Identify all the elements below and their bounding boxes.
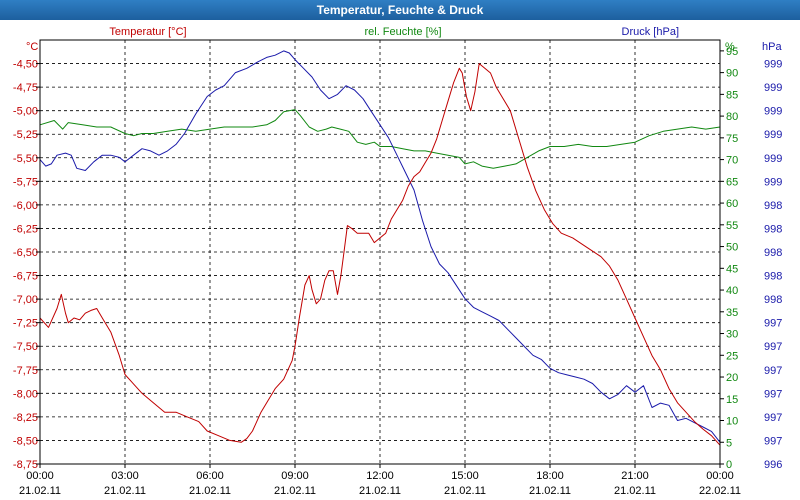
temperature-unit: °C <box>26 41 38 53</box>
humidity-tick-label: 40 <box>726 285 738 297</box>
series-line-pressure <box>39 50 721 443</box>
humidity-tick-label: 50 <box>726 242 738 254</box>
pressure-tick-label: 998 <box>764 200 782 212</box>
pressure-tick-label: 999 <box>764 129 782 141</box>
series-line-temperature <box>39 63 721 446</box>
humidity-tick-label: 85 <box>726 89 738 101</box>
humidity-tick-label: 75 <box>726 133 738 145</box>
date-tick-label: 21.02.11 <box>189 485 231 497</box>
pressure-tick-label: 997 <box>764 341 782 353</box>
pressure-tick-label: 999 <box>764 106 782 118</box>
date-tick-label: 21.02.11 <box>104 485 146 497</box>
temperature-tick-label: -8,75 <box>13 459 38 471</box>
series-line-humidity <box>39 109 721 169</box>
temperature-tick-label: -5,25 <box>13 129 38 141</box>
date-tick-label: 21.02.11 <box>359 485 401 497</box>
pressure-tick-label: 998 <box>764 247 782 259</box>
time-tick-label: 12:00 <box>366 470 394 482</box>
humidity-tick-label: 65 <box>726 176 738 188</box>
humidity-tick-label: 30 <box>726 329 738 341</box>
temperature-tick-label: -7,00 <box>13 294 38 306</box>
pressure-label: Druck [hPa] <box>622 26 679 38</box>
humidity-tick-label: 45 <box>726 263 738 275</box>
date-tick-label: 22.02.11 <box>699 485 741 497</box>
temperature-tick-label: -4,50 <box>13 59 38 71</box>
time-axis: 00:00 21.02.11 03:00 21.02.11 06:00 21.02.11 0… <box>19 464 741 497</box>
humidity-tick-label: 5 <box>726 437 732 449</box>
humidity-tick-label: 80 <box>726 111 738 123</box>
pressure-tick-label: 997 <box>764 365 782 377</box>
pressure-tick-label: 997 <box>764 318 782 330</box>
date-tick-label: 21.02.11 <box>274 485 316 497</box>
pressure-tick-label: 998 <box>764 271 782 283</box>
temperature-tick-label: -8,25 <box>13 412 38 424</box>
date-tick-label: 21.02.11 <box>614 485 656 497</box>
date-tick-label: 21.02.11 <box>444 485 486 497</box>
temperature-axis: -4,50 -4,75 -5,00 -5,25 -5,50 -5,75 -6,00 -6,25… <box>13 59 40 471</box>
date-tick-label: 21.02.11 <box>529 485 571 497</box>
temperature-tick-label: -6,50 <box>13 247 38 259</box>
temperature-tick-label: -5,50 <box>13 153 38 165</box>
pressure-tick-label: 999 <box>764 153 782 165</box>
humidity-tick-label: 55 <box>726 220 738 232</box>
temperature-tick-label: -6,75 <box>13 271 38 283</box>
pressure-tick-label: 999 <box>764 59 782 71</box>
humidity-tick-label: 70 <box>726 155 738 167</box>
humidity-tick-label: 20 <box>726 372 738 384</box>
time-tick-label: 09:00 <box>281 470 309 482</box>
time-tick-label: 00:00 <box>706 470 734 482</box>
pressure-tick-label: 997 <box>764 435 782 447</box>
date-tick-label: 21.02.11 <box>19 485 61 497</box>
temperature-tick-label: -7,75 <box>13 365 38 377</box>
pressure-tick-label: 996 <box>764 459 782 471</box>
humidity-tick-label: 60 <box>726 198 738 210</box>
temperature-tick-label: -8,50 <box>13 435 38 447</box>
series-layer <box>39 50 721 446</box>
humidity-tick-label: 90 <box>726 68 738 80</box>
humidity-tick-label: 15 <box>726 394 738 406</box>
humidity-tick-label: 35 <box>726 307 738 319</box>
time-tick-label: 15:00 <box>451 470 479 482</box>
temperature-tick-label: -7,25 <box>13 318 38 330</box>
pressure-tick-label: 999 <box>764 82 782 94</box>
time-tick-label: 00:00 <box>26 470 54 482</box>
humidity-unit: % <box>725 41 735 53</box>
pressure-axis: 999 999 999 999 999 999 998 998 998 998 998 997 997 9… <box>764 59 782 471</box>
humidity-tick-label: 25 <box>726 350 738 362</box>
pressure-tick-label: 999 <box>764 176 782 188</box>
temperature-tick-label: -6,00 <box>13 200 38 212</box>
time-tick-label: 06:00 <box>196 470 224 482</box>
temperature-tick-label: -5,75 <box>13 176 38 188</box>
chart-title: Temperatur, Feuchte & Druck <box>0 0 800 20</box>
time-tick-label: 21:00 <box>621 470 649 482</box>
grid <box>40 40 720 464</box>
temperature-tick-label: -7,50 <box>13 341 38 353</box>
temperature-tick-label: -6,25 <box>13 223 38 235</box>
time-tick-label: 18:00 <box>536 470 564 482</box>
temperature-tick-label: -8,00 <box>13 388 38 400</box>
humidity-tick-label: 95 <box>726 46 738 58</box>
pressure-unit: hPa <box>762 41 782 53</box>
temperature-label: Temperatur [°C] <box>109 26 186 38</box>
humidity-tick-label: 0 <box>726 459 732 471</box>
time-tick-label: 03:00 <box>111 470 139 482</box>
pressure-tick-label: 997 <box>764 412 782 424</box>
pressure-tick-label: 997 <box>764 388 782 400</box>
temperature-tick-label: -4,75 <box>13 82 38 94</box>
pressure-tick-label: 998 <box>764 294 782 306</box>
temperature-tick-label: -5,00 <box>13 106 38 118</box>
humidity-label: rel. Feuchte [%] <box>364 26 441 38</box>
pressure-tick-label: 998 <box>764 223 782 235</box>
humidity-tick-label: 10 <box>726 416 738 428</box>
